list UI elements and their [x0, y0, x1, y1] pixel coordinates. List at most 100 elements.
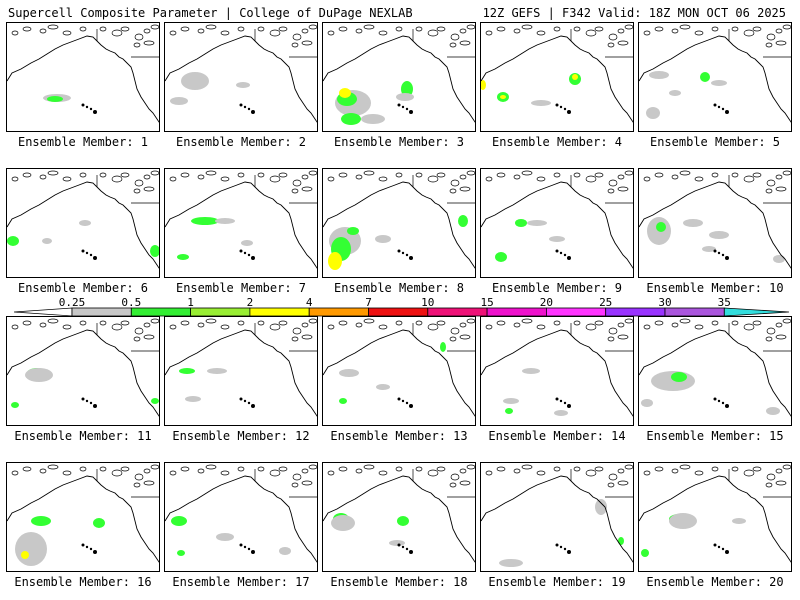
hawaii-island — [725, 110, 729, 114]
arctic-island-outline — [617, 334, 629, 340]
arctic-island-outline — [39, 468, 47, 474]
arctic-island-outline — [220, 176, 230, 182]
arctic-island-outline — [436, 172, 446, 178]
scp-contour-area — [773, 255, 785, 263]
hawaii-island — [725, 256, 729, 260]
arctic-island-outline — [671, 28, 679, 34]
arctic-island-outline — [607, 188, 615, 194]
arctic-island-outline — [573, 26, 581, 32]
arctic-island-outline — [624, 318, 633, 324]
coastline — [481, 35, 633, 123]
coastline — [323, 475, 475, 563]
arctic-island-outline — [765, 42, 773, 48]
arctic-island-outline — [671, 174, 679, 180]
scp-contour-area — [151, 398, 159, 404]
hawaii-island — [555, 543, 559, 547]
arctic-island-outline — [466, 464, 475, 470]
arctic-island-outline — [536, 470, 546, 476]
arctic-island-outline — [133, 188, 141, 194]
arctic-island-outline — [711, 26, 719, 32]
arctic-island-outline — [775, 186, 787, 192]
arctic-island-outline — [765, 188, 773, 194]
arctic-island-outline — [150, 318, 159, 324]
colorbar-segment — [130, 307, 192, 317]
arctic-island-outline — [257, 320, 265, 326]
arctic-island-outline — [11, 176, 19, 182]
scp-contour-area — [191, 217, 219, 225]
hawaii-island — [555, 397, 559, 401]
arctic-island-outline — [47, 318, 59, 324]
scp-contour-area — [700, 72, 710, 82]
map-canvas — [481, 318, 633, 417]
arctic-island-outline — [671, 468, 679, 474]
hawaii-island — [251, 256, 255, 260]
arctic-island-outline — [608, 473, 618, 481]
arctic-island-outline — [143, 480, 155, 486]
arctic-island-outline — [766, 473, 776, 481]
arctic-island-outline — [301, 334, 313, 340]
ensemble-member-label: Ensemble Member: 17 — [172, 575, 310, 589]
map-canvas — [639, 24, 791, 123]
arctic-island-outline — [197, 468, 205, 474]
hawaii-island — [567, 404, 571, 408]
map-canvas — [7, 24, 159, 123]
arctic-island-outline — [150, 24, 159, 30]
colorbar-segment — [486, 307, 547, 317]
colorbar-segment — [190, 307, 251, 317]
arctic-island-outline — [617, 186, 629, 192]
hawaii-island — [247, 253, 251, 257]
arctic-island-outline — [355, 468, 363, 474]
arctic-island-outline — [11, 470, 19, 476]
arctic-island-outline — [120, 320, 130, 326]
arctic-island-outline — [278, 172, 288, 178]
arctic-island-outline — [775, 174, 783, 180]
arctic-island-outline — [99, 466, 107, 472]
map-canvas — [7, 170, 159, 269]
arctic-island-outline — [111, 29, 123, 37]
arctic-island-outline — [624, 464, 633, 470]
scp-contour-area — [236, 82, 250, 88]
arctic-island-outline — [450, 33, 460, 41]
arctic-island-outline — [11, 324, 19, 330]
colorbar-segment — [71, 307, 132, 317]
hawaii-island — [251, 404, 255, 408]
scp-contour-area — [177, 550, 185, 556]
hawaii-island — [239, 543, 243, 547]
scp-contour-area — [25, 368, 53, 382]
arctic-island-outline — [594, 320, 604, 326]
arctic-island-outline — [553, 466, 561, 472]
arctic-island-outline — [415, 320, 423, 326]
arctic-island-outline — [150, 170, 159, 176]
arctic-island-outline — [752, 466, 762, 472]
scp-contour-area — [503, 398, 519, 404]
arctic-island-outline — [327, 470, 335, 476]
arctic-island-outline — [694, 470, 704, 476]
ensemble-map-3 — [322, 22, 476, 132]
arctic-island-outline — [415, 26, 423, 32]
hawaii-island — [717, 545, 721, 549]
hawaii-island — [85, 251, 89, 255]
ensemble-map-16 — [6, 462, 160, 572]
hawaii-island — [89, 107, 93, 111]
scp-contour-area — [669, 513, 697, 529]
hawaii-island — [401, 399, 405, 403]
scp-contour-area — [515, 219, 527, 227]
hawaii-island — [567, 256, 571, 260]
arctic-island-outline — [694, 176, 704, 182]
scp-contour-area — [339, 369, 359, 377]
arctic-island-outline — [292, 327, 302, 335]
arctic-island-outline — [355, 174, 363, 180]
ensemble-map-2 — [164, 22, 318, 132]
arctic-island-outline — [197, 174, 205, 180]
arctic-island-outline — [594, 26, 604, 32]
hawaii-island — [559, 545, 563, 549]
arctic-island-outline — [205, 24, 217, 30]
arctic-island-outline — [775, 480, 787, 486]
coastline — [165, 35, 317, 123]
arctic-island-outline — [62, 470, 72, 476]
arctic-island-outline — [180, 466, 190, 472]
map-canvas — [165, 170, 317, 269]
hawaii-island — [567, 550, 571, 554]
arctic-island-outline — [459, 322, 467, 328]
arctic-island-outline — [766, 179, 776, 187]
